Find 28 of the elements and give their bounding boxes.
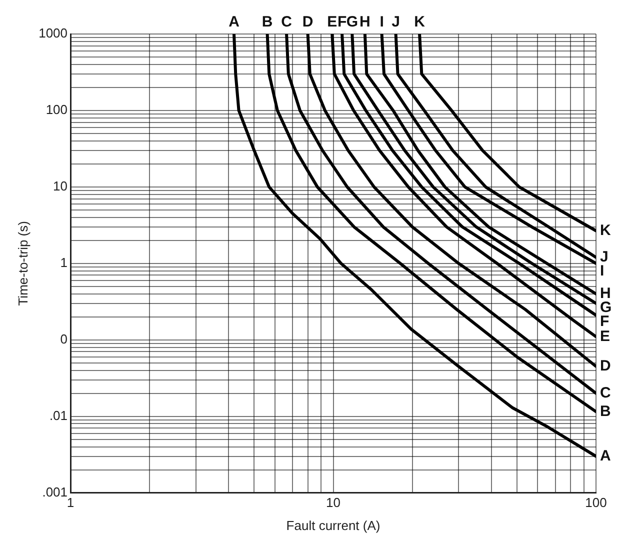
series-label: E — [600, 328, 610, 345]
y-tick-label: .001 — [42, 484, 68, 500]
x-tick-label: 100 — [585, 495, 607, 510]
text: G — [346, 14, 358, 31]
series-label: C — [600, 384, 611, 402]
text: D — [302, 14, 314, 31]
x-axis-title: Fault current (A) — [286, 518, 380, 533]
text: J — [392, 14, 400, 31]
text: B — [262, 14, 273, 31]
y-axis-title: Time-to-trip (s) — [15, 221, 30, 306]
series-label: D — [600, 358, 611, 375]
x-tick-label: 10 — [326, 495, 340, 510]
y-tick-label: 1000 — [38, 26, 68, 41]
y-tick-label: 1 — [60, 254, 68, 270]
y-tick-label: .01 — [49, 408, 68, 423]
series-label: A — [600, 447, 611, 464]
text: H — [360, 14, 370, 31]
text: A — [228, 14, 240, 31]
series-label: B — [600, 402, 611, 420]
text: K — [414, 14, 425, 31]
text: F — [337, 14, 347, 31]
y-tick-label: 0 — [60, 331, 68, 346]
text: C — [281, 14, 292, 31]
y-tick-label: 10 — [53, 178, 68, 194]
series-label: I — [380, 14, 384, 31]
text: E — [327, 14, 338, 31]
series-label: K — [600, 222, 611, 239]
y-tick-label: 100 — [46, 102, 68, 118]
